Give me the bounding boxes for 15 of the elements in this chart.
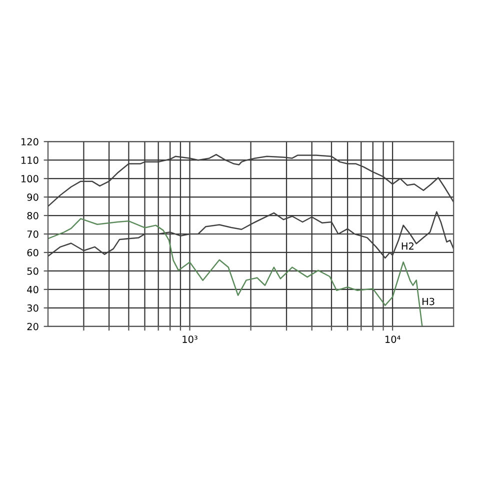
y-tick-label: 50 — [27, 267, 38, 275]
y-tick-label: 120 — [21, 138, 38, 146]
y-tick-label: 20 — [27, 322, 38, 330]
y-tick-label: 70 — [27, 230, 38, 238]
y-tick-label: 110 — [21, 156, 38, 164]
annotation: H3 — [422, 298, 434, 306]
x-tick-label: 10³ — [182, 336, 198, 343]
y-tick-label: 80 — [27, 212, 38, 220]
y-tick-label: 90 — [27, 194, 38, 201]
annotation: H2 — [402, 242, 414, 250]
y-tick-label: 60 — [27, 248, 38, 256]
y-tick-label: 100 — [21, 175, 38, 182]
x-tick-label: 10⁴ — [385, 336, 400, 343]
y-tick-label: 40 — [27, 286, 38, 294]
y-tick-label: 30 — [27, 304, 38, 312]
